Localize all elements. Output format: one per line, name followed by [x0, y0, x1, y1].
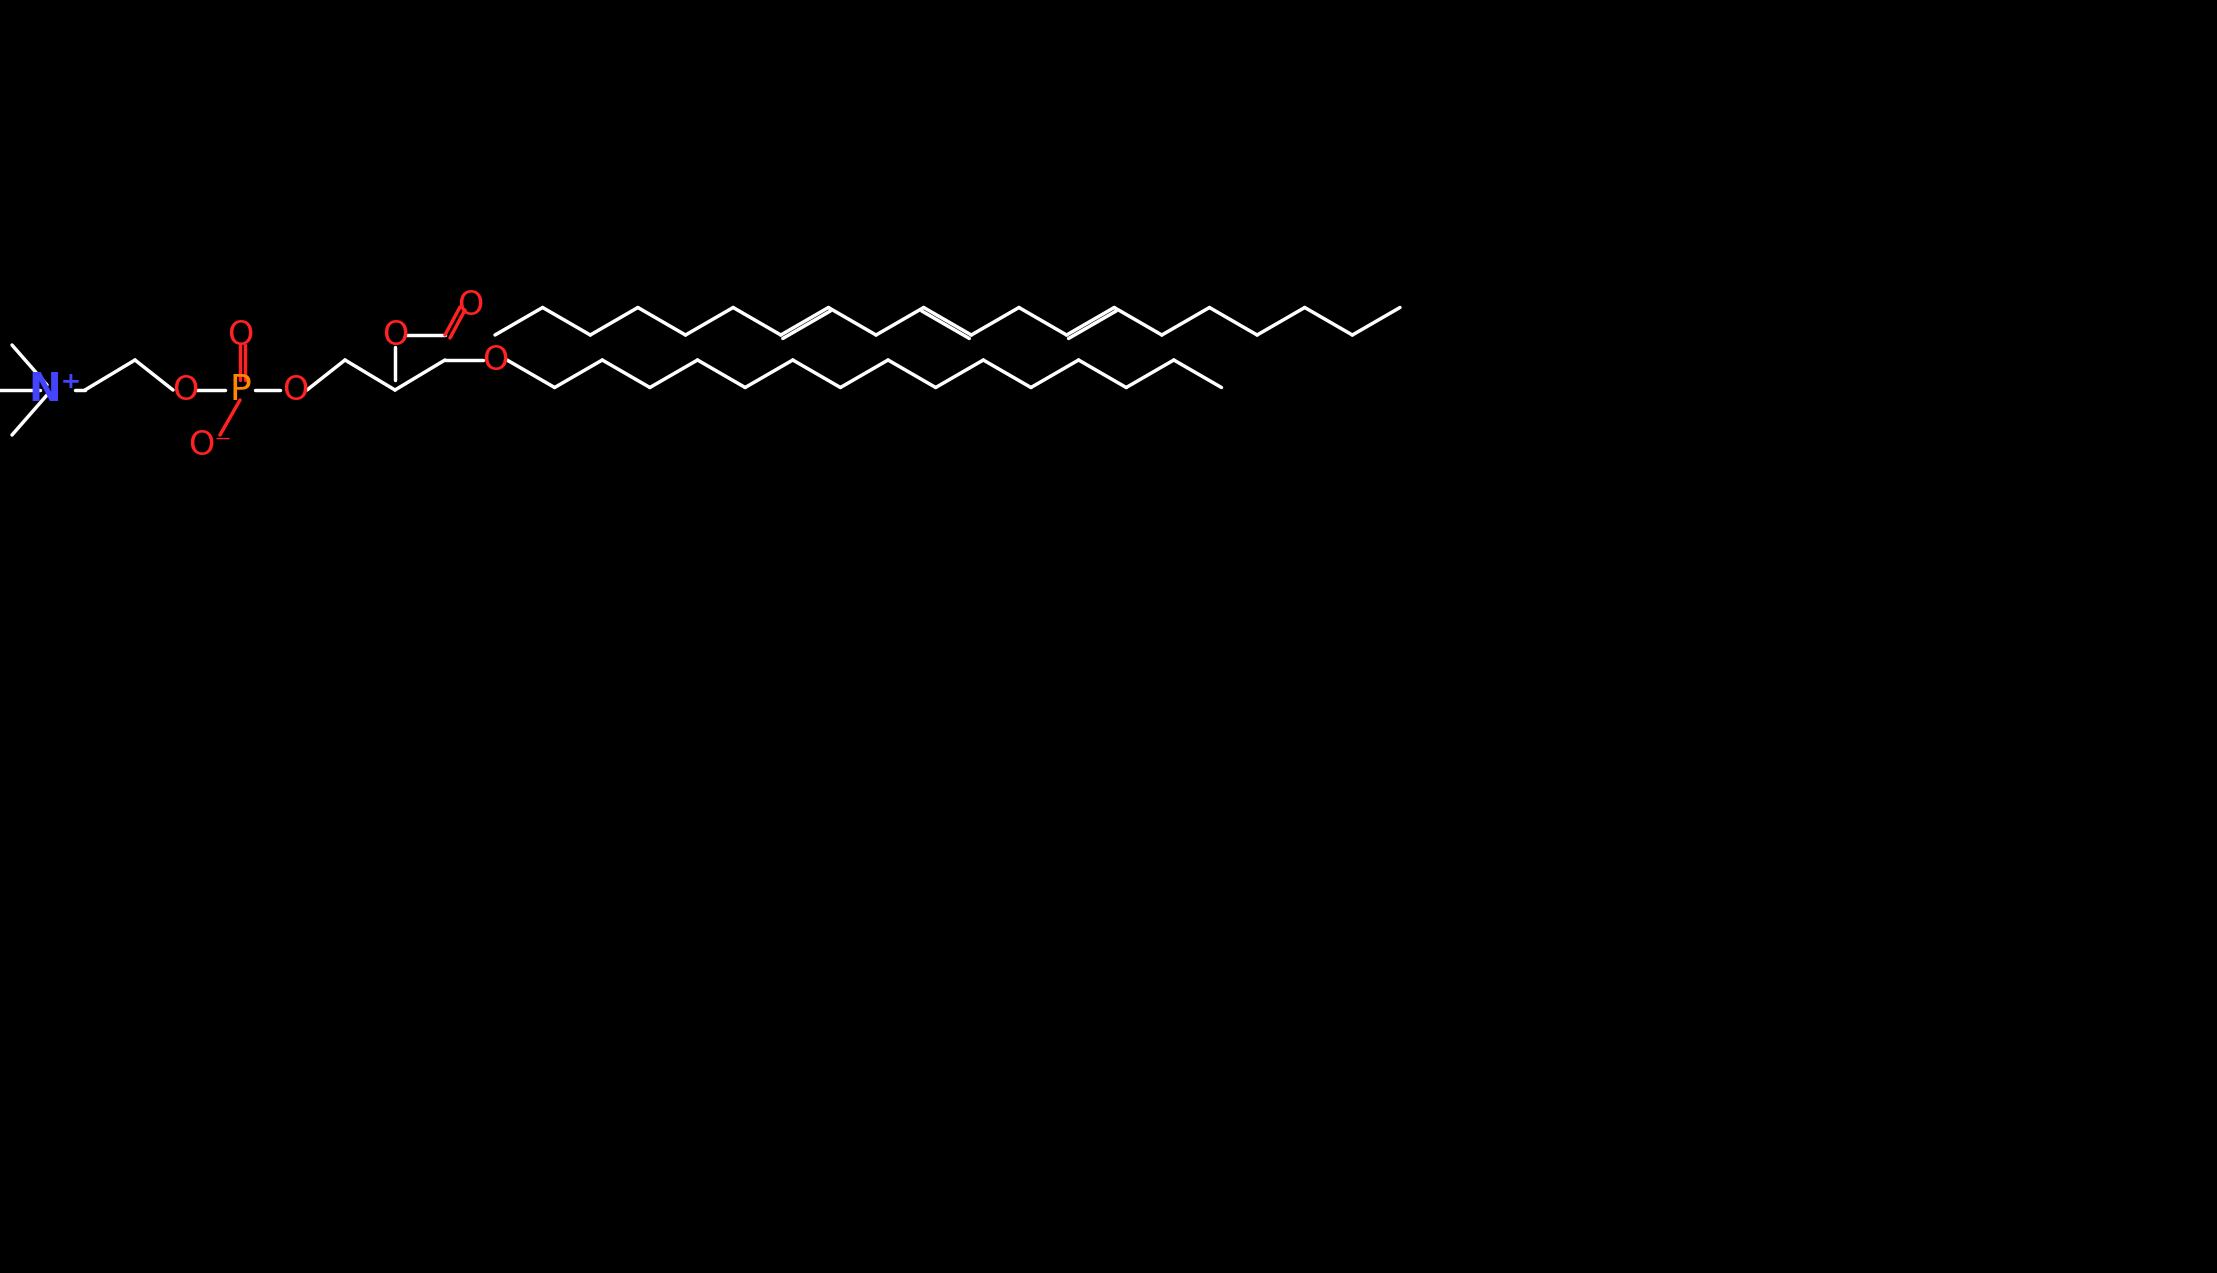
- Text: P: P: [228, 373, 251, 407]
- Text: O⁻: O⁻: [188, 429, 233, 462]
- Text: O: O: [282, 373, 308, 406]
- Text: O: O: [173, 373, 197, 406]
- Text: O: O: [457, 289, 483, 322]
- Text: N⁺: N⁺: [29, 370, 82, 409]
- Text: O: O: [381, 318, 408, 351]
- Text: O: O: [226, 318, 253, 351]
- Text: O: O: [481, 344, 508, 377]
